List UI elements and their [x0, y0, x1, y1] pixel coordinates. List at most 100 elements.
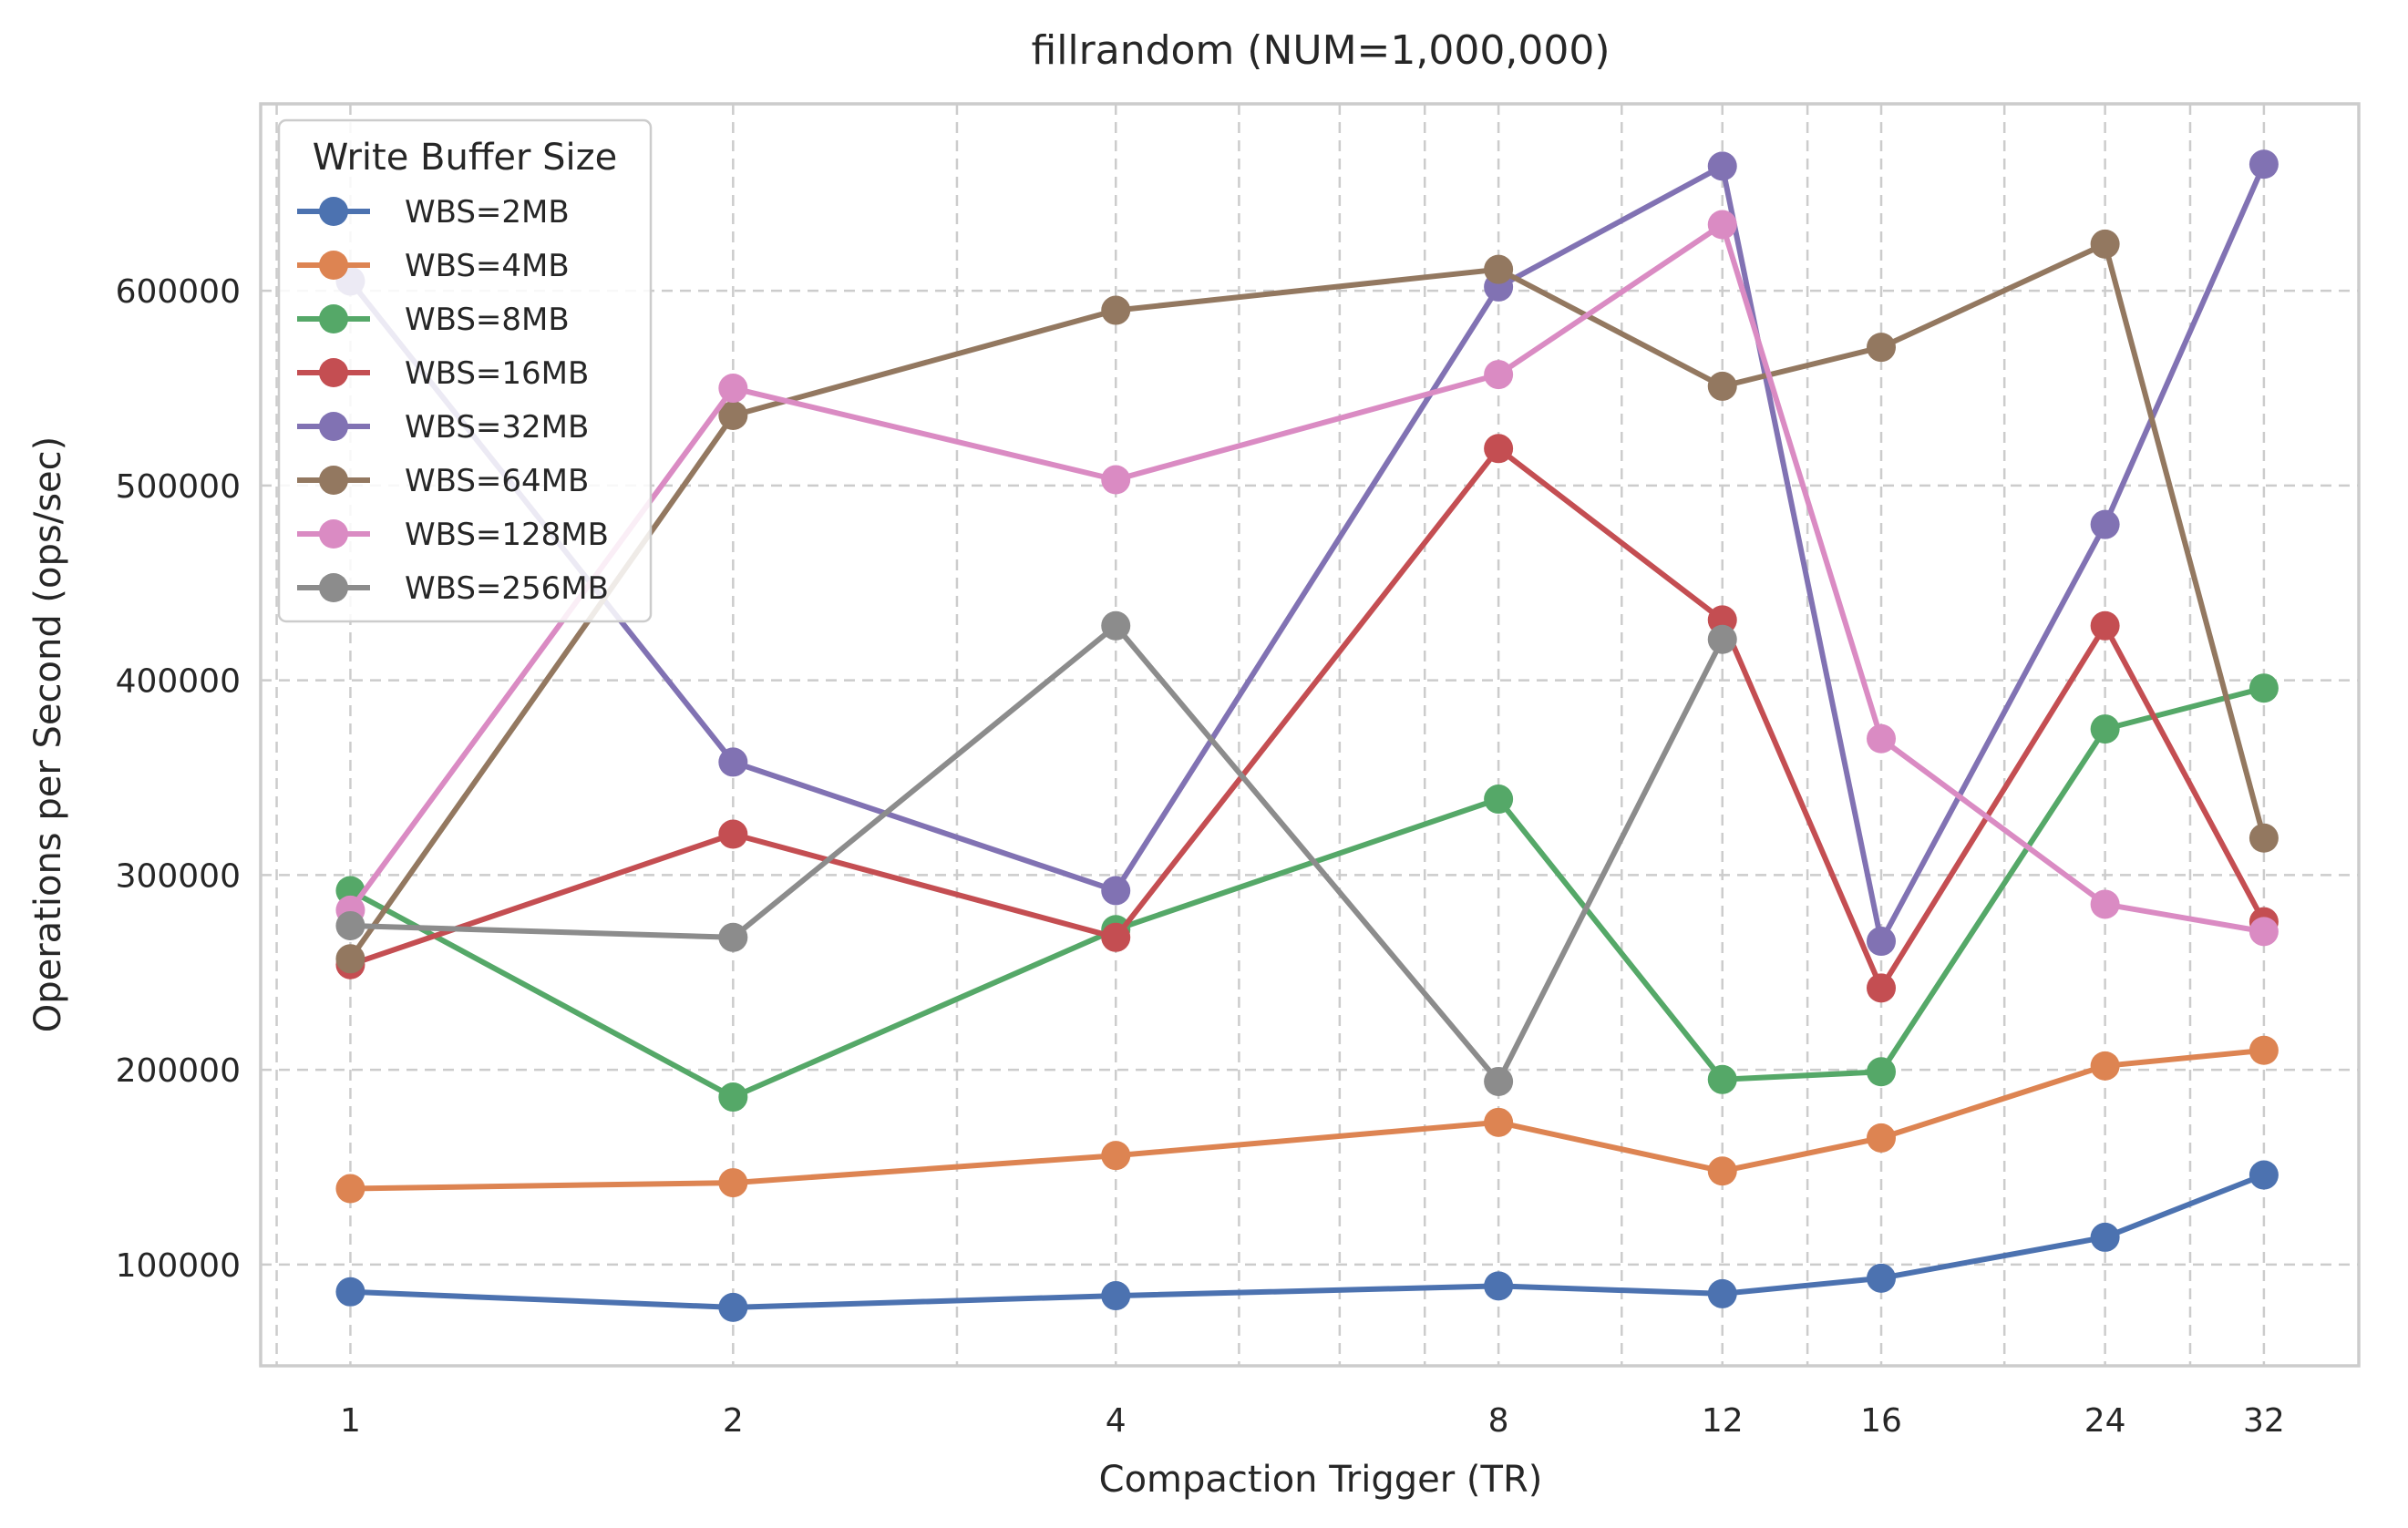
- legend-label: WBS=128MB: [405, 517, 609, 553]
- legend-item: WBS=2MB: [297, 194, 570, 231]
- legend-item: WBS=64MB: [297, 463, 589, 499]
- y-tick-label: 300000: [116, 857, 241, 895]
- series-line: [347, 221, 2265, 935]
- y-axis-ticks: 100000 200000 300000 400000 500000 600000: [116, 273, 241, 1285]
- data-point: [1101, 922, 1131, 952]
- data-point: [1707, 151, 1737, 181]
- data-point: [2248, 1035, 2279, 1065]
- legend-marker: [319, 358, 348, 387]
- x-tick-label: 2: [723, 1402, 744, 1440]
- data-point: [2090, 1222, 2120, 1252]
- legend-item: WBS=128MB: [297, 517, 609, 553]
- legend-marker: [319, 573, 348, 602]
- x-tick-label: 32: [2243, 1402, 2285, 1440]
- data-point: [2248, 823, 2279, 853]
- data-point: [718, 400, 748, 430]
- x-tick-label: 24: [2084, 1402, 2126, 1440]
- data-point: [1101, 1141, 1131, 1171]
- series-line: [350, 622, 1725, 1084]
- chart-title: fillrandom (NUM=1,000,000): [1031, 27, 1610, 74]
- data-point: [718, 747, 748, 777]
- legend-box: [277, 118, 653, 623]
- data-point: [1707, 371, 1737, 401]
- series-line: [349, 446, 2267, 991]
- data-point: [335, 1277, 365, 1307]
- data-point: [718, 1168, 748, 1198]
- series-wbs-8mb: [335, 673, 2279, 1113]
- legend-label: WBS=256MB: [405, 570, 609, 607]
- series-line: [348, 163, 2267, 945]
- data-point: [1484, 254, 1514, 284]
- data-point: [1707, 1156, 1737, 1186]
- legend-marker: [319, 197, 348, 226]
- data-point: [1867, 973, 1897, 1003]
- legend-item: WBS=4MB: [297, 248, 570, 284]
- data-point: [1867, 1263, 1897, 1293]
- legend-label: WBS=64MB: [405, 463, 589, 499]
- data-point: [1484, 1107, 1514, 1137]
- legend-label: WBS=2MB: [405, 194, 570, 231]
- legend-item: WBS=32MB: [297, 409, 589, 446]
- legend-marker: [319, 251, 348, 280]
- data-point: [718, 819, 748, 849]
- y-tick-label: 500000: [116, 468, 241, 506]
- data-point: [2248, 149, 2279, 179]
- data-point: [2248, 1160, 2279, 1190]
- data-point: [1101, 1281, 1131, 1311]
- series-layer: [335, 149, 2279, 1322]
- data-point: [1707, 1278, 1737, 1308]
- data-point: [1867, 333, 1897, 363]
- legend-marker: [319, 466, 348, 495]
- data-point: [2090, 610, 2120, 641]
- y-tick-label: 600000: [116, 273, 241, 311]
- x-tick-label: 1: [340, 1402, 361, 1440]
- series-wbs-2mb: [335, 1160, 2279, 1322]
- data-point: [335, 1174, 365, 1204]
- data-point: [1484, 1066, 1514, 1096]
- x-tick-label: 12: [1702, 1402, 1744, 1440]
- x-axis-ticks: 1 2 4 8 12 16 24 32: [340, 1402, 2285, 1440]
- legend-label: WBS=8MB: [405, 302, 570, 338]
- data-point: [1101, 876, 1131, 906]
- legend-label: WBS=16MB: [405, 355, 589, 392]
- legend-marker: [319, 519, 348, 549]
- series-wbs-128mb: [335, 210, 2279, 947]
- legend: Write Buffer Size WBS=2MBWBS=4MBWBS=8MBW…: [277, 118, 653, 623]
- data-point: [1101, 610, 1131, 641]
- data-point: [1707, 210, 1737, 240]
- x-tick-label: 16: [1860, 1402, 1902, 1440]
- series-line: [350, 1172, 2265, 1310]
- series-line: [347, 241, 2267, 961]
- legend-item: WBS=8MB: [297, 302, 570, 338]
- y-tick-label: 100000: [116, 1247, 241, 1285]
- data-point: [335, 944, 365, 974]
- data-point: [1867, 1123, 1897, 1153]
- data-point: [2090, 889, 2120, 919]
- data-point: [1101, 295, 1131, 325]
- data-point: [718, 1292, 748, 1322]
- legend-label: WBS=4MB: [405, 248, 570, 284]
- data-point: [1867, 1057, 1897, 1087]
- data-point: [2248, 673, 2279, 703]
- data-point: [2090, 509, 2120, 539]
- legend-item: WBS=256MB: [297, 570, 609, 607]
- data-point: [1867, 927, 1897, 957]
- series-wbs-4mb: [335, 1035, 2279, 1204]
- data-point: [2090, 1051, 2120, 1081]
- legend-items: WBS=2MB WBS=4MB WBS=8MB WBS=16MB WBS=32MB WBS…: [297, 194, 609, 607]
- data-point: [2090, 714, 2120, 744]
- data-point: [1484, 360, 1514, 390]
- data-point: [335, 910, 365, 940]
- series-line: [348, 685, 2265, 1100]
- y-axis-label: Operations per Second (ops/sec): [27, 436, 69, 1033]
- legend-marker: [319, 412, 348, 441]
- legend-title: Write Buffer Size: [313, 137, 618, 179]
- data-point: [718, 922, 748, 952]
- x-tick-label: 8: [1488, 1402, 1509, 1440]
- y-tick-label: 400000: [116, 663, 241, 701]
- data-point: [2248, 917, 2279, 947]
- y-tick-label: 200000: [116, 1052, 241, 1090]
- data-point: [1101, 465, 1131, 495]
- x-axis-label: Compaction Trigger (TR): [1099, 1459, 1543, 1501]
